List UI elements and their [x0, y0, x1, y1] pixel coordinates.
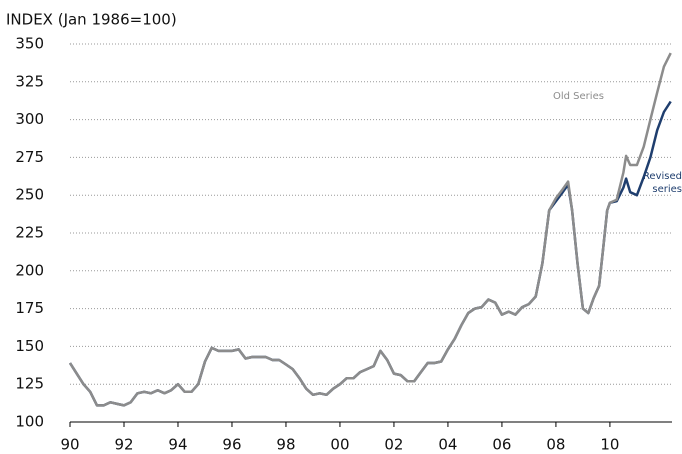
y-tick-label: 175 [15, 299, 44, 317]
x-tick-label: 92 [114, 436, 133, 454]
x-tick-label: 10 [600, 436, 619, 454]
x-tick-label: 90 [60, 436, 79, 454]
x-tick-label: 96 [222, 436, 241, 454]
x-tick-label: 94 [168, 436, 187, 454]
series-line [68, 52, 672, 407]
y-tick-label: 250 [15, 186, 44, 204]
x-tick-label: 06 [492, 436, 511, 454]
x-tick-label: 00 [330, 436, 349, 454]
y-tick-label: 225 [15, 224, 44, 242]
y-tick-label: 100 [15, 413, 44, 431]
x-tick-label: 08 [546, 436, 565, 454]
x-tick-label: 04 [438, 436, 457, 454]
y-tick-label: 275 [15, 148, 44, 166]
series-label: Revised series [642, 171, 682, 195]
y-tick-label: 350 [15, 35, 44, 53]
series-label: Old Series [553, 91, 604, 102]
y-tick-label: 125 [15, 375, 44, 393]
series-line [68, 100, 672, 407]
axis-title: INDEX (Jan 1986=100) [6, 11, 177, 29]
y-tick-label: 150 [15, 337, 44, 355]
y-tick-label: 200 [15, 261, 44, 279]
x-tick-label: 98 [276, 436, 295, 454]
y-tick-label: 300 [15, 110, 44, 128]
x-tick-label: 02 [384, 436, 403, 454]
y-tick-label: 325 [15, 72, 44, 90]
